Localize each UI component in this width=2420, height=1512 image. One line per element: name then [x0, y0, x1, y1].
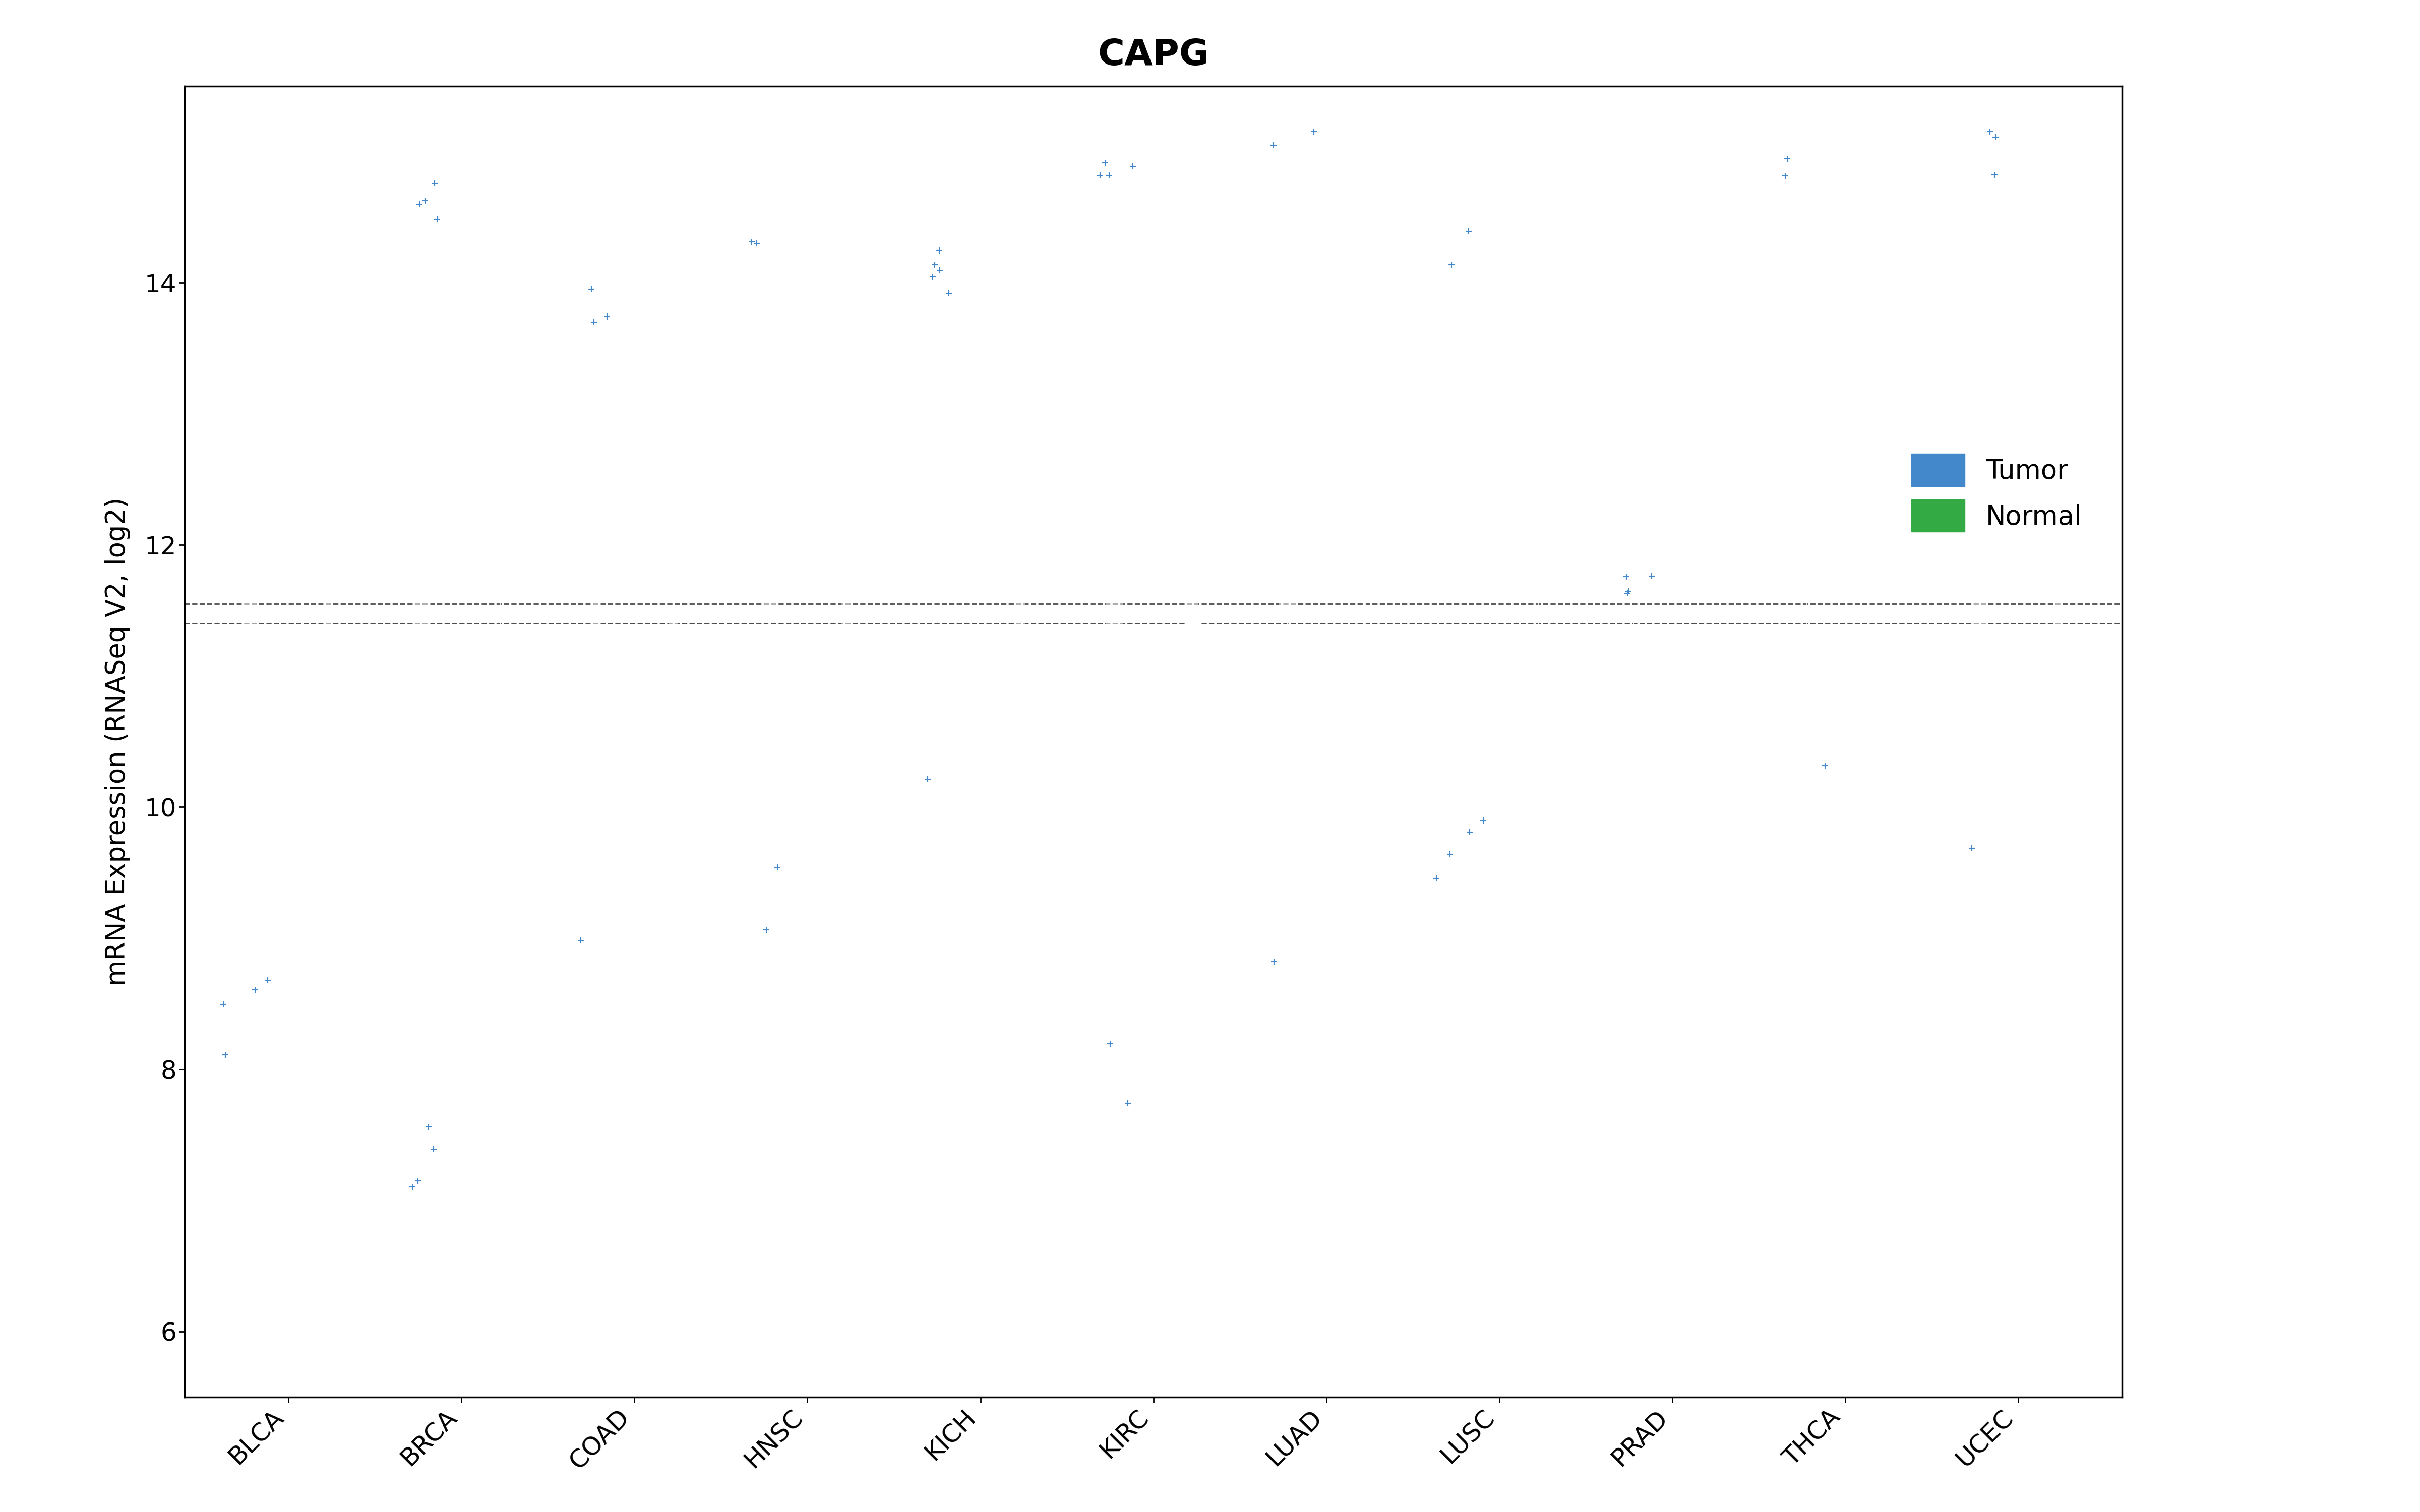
FancyBboxPatch shape — [1014, 505, 1024, 637]
FancyBboxPatch shape — [1626, 768, 1641, 965]
FancyBboxPatch shape — [322, 532, 332, 662]
FancyBboxPatch shape — [1532, 348, 1544, 519]
FancyBboxPatch shape — [937, 414, 946, 544]
FancyBboxPatch shape — [496, 676, 506, 780]
FancyBboxPatch shape — [242, 454, 257, 650]
FancyBboxPatch shape — [1711, 1096, 1713, 1175]
FancyBboxPatch shape — [1106, 479, 1123, 741]
FancyBboxPatch shape — [1452, 440, 1469, 597]
FancyBboxPatch shape — [1798, 401, 1813, 544]
FancyBboxPatch shape — [1972, 454, 1987, 650]
FancyBboxPatch shape — [414, 479, 431, 702]
FancyBboxPatch shape — [2052, 572, 2062, 715]
Title: CAPG: CAPG — [1099, 38, 1210, 73]
Y-axis label: mRNA Expression (RNASeq V2, log2): mRNA Expression (RNASeq V2, log2) — [104, 497, 131, 986]
FancyBboxPatch shape — [1878, 414, 1890, 544]
FancyBboxPatch shape — [590, 544, 600, 676]
FancyBboxPatch shape — [1360, 387, 1370, 544]
Legend: Tumor, Normal: Tumor, Normal — [1885, 426, 2108, 558]
FancyBboxPatch shape — [1186, 558, 1198, 702]
FancyBboxPatch shape — [668, 623, 678, 741]
FancyBboxPatch shape — [840, 584, 852, 702]
FancyBboxPatch shape — [762, 454, 777, 611]
FancyBboxPatch shape — [1280, 440, 1295, 611]
